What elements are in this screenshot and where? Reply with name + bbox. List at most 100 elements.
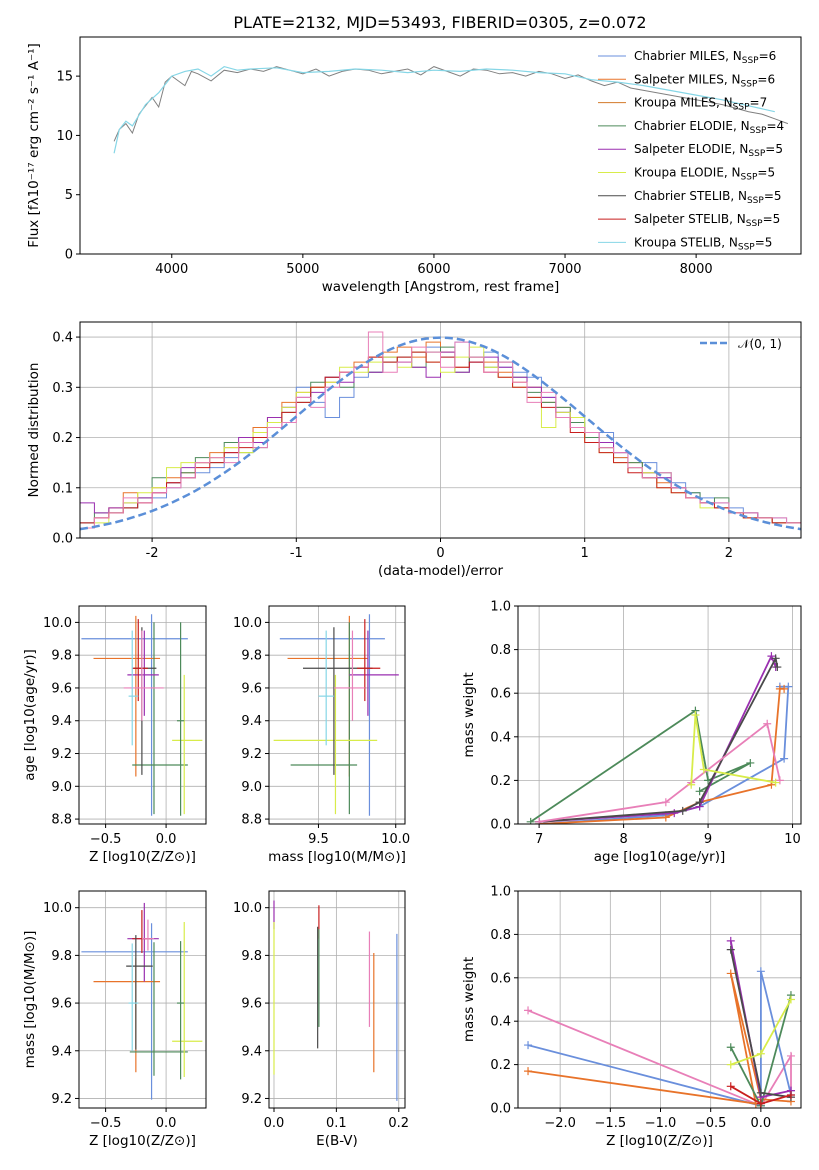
y-tick-label: 0.8	[490, 928, 511, 943]
x-tick-label: 0.0	[264, 1116, 285, 1131]
x-tick-label: 2	[725, 546, 733, 561]
y-tick-label: 10.0	[233, 616, 262, 631]
x-axis-label: Z [log10(Z/Z⊙)]	[89, 849, 196, 865]
series-Chabrier STELIB	[539, 655, 779, 823]
x-tick-label: -2	[146, 546, 159, 561]
series-pink	[538, 722, 781, 823]
y-tick-label: 0.8	[490, 643, 511, 658]
legend-sub: SSP	[748, 149, 765, 159]
y-tick-label: 0.4	[52, 331, 73, 346]
plot-area	[524, 936, 795, 1108]
x-axis-label: (data-model)/error	[378, 563, 504, 579]
x-tick-label: −1.0	[645, 1116, 677, 1131]
point-marker	[756, 1099, 765, 1108]
legend-label: Chabrier STELIB, N	[634, 189, 747, 203]
y-tick-label: 9.6	[241, 681, 262, 696]
legend-entry: Kroupa MILES, NSSP=7	[634, 96, 767, 113]
legend-label: Kroupa ELODIE, N	[634, 166, 741, 180]
panel-spectrum: 4000 5000 6000 7000 8000 0 5 10 15 wavelength [An…	[26, 36, 802, 295]
legend-label: Chabrier ELODIE, N	[634, 119, 750, 133]
x-tick-label: 5000	[286, 262, 319, 277]
legend-n: =5	[765, 142, 783, 156]
y-axis-label: age [log10(age/yr)]	[22, 649, 38, 781]
point-marker	[756, 1049, 765, 1058]
point-marker	[786, 995, 795, 1004]
legend-sub: SSP	[741, 173, 758, 183]
y-axis-label: Normed distribution	[26, 363, 42, 498]
x-tick-label: −1.5	[595, 1116, 627, 1131]
series-Kroupa ELODIE	[690, 714, 776, 785]
plot-area	[81, 614, 203, 816]
y-tick-label: 9.0	[51, 780, 72, 795]
point-marker	[524, 1041, 533, 1050]
point-marker	[756, 967, 765, 976]
y-tick-label: 9.4	[51, 1044, 72, 1059]
legend-sub: SSP	[733, 103, 750, 113]
x-tick-label: 0.1	[326, 1116, 347, 1131]
legend-entry: Salpeter STELIB, NSSP=5	[634, 212, 780, 229]
point-marker	[726, 1060, 735, 1069]
y-tick-label: 9.4	[241, 1044, 262, 1059]
x-tick-label: 0.0	[156, 1116, 177, 1131]
point-marker	[524, 1067, 533, 1076]
legend-n: =5	[755, 235, 773, 249]
plot-area	[80, 331, 801, 538]
x-tick-label: 9.5	[308, 832, 329, 847]
panel-residuals: -2 -1 0 1 2 0.0 0.1 0.2 0.3 0.4 (data-model)/error…	[26, 321, 802, 579]
legend-sub: SSP	[738, 242, 755, 252]
legend-sub: SSP	[747, 196, 764, 206]
series-Chabrier ELODIE	[530, 709, 751, 823]
y-tick-label: 10.0	[233, 901, 262, 916]
x-tick-label: 7	[535, 832, 543, 847]
point-marker	[695, 798, 704, 807]
y-tick-label: 0.0	[52, 532, 73, 547]
legend-label: Kroupa MILES, N	[634, 96, 733, 110]
series-Salpeter MILES	[527, 973, 792, 1105]
legend-n: =4	[766, 119, 784, 133]
plot-area	[273, 900, 398, 1101]
legend-n: =5	[764, 189, 782, 203]
axes-frame	[517, 605, 802, 825]
legend-label: Chabrier MILES, N	[634, 49, 742, 63]
y-tick-label: 1.0	[490, 885, 511, 900]
x-tick-label: -1	[290, 546, 303, 561]
point-marker	[786, 1090, 795, 1099]
y-tick-label: 0.6	[490, 971, 511, 986]
legend-entry: 𝒩(0, 1)	[738, 337, 782, 351]
legend-sub: SSP	[750, 126, 767, 136]
y-tick-label: 9.8	[51, 949, 72, 964]
legend-label: Kroupa STELIB, N	[634, 235, 738, 249]
point-marker	[678, 806, 687, 815]
y-tick-label: 9.2	[241, 1092, 262, 1107]
panel-weight-vs-Z: −2.0 −1.5 −1.0 −0.5 0.0 0.0 0.2 0.4 0.6 0.8 1.0 Z […	[461, 885, 802, 1149]
point-marker	[773, 663, 782, 672]
y-tick-label: 9.2	[51, 1092, 72, 1107]
y-axis-label: mass weight	[461, 957, 477, 1042]
point-marker	[726, 1043, 735, 1052]
point-marker	[691, 711, 700, 719]
legend-entry: Kroupa ELODIE, NSSP=5	[634, 166, 775, 183]
y-axis-label: mass [log10(M/M⊙)]	[22, 931, 38, 1069]
point-marker	[780, 684, 789, 693]
y-tick-label: 0.0	[490, 1102, 511, 1117]
y-tick-label: 9.4	[51, 714, 72, 729]
legend-entry: Salpeter ELODIE, NSSP=5	[634, 142, 783, 159]
y-tick-label: 0.4	[490, 730, 511, 745]
panel-mass-vs-Z: −0.5 0.0 9.2 9.4 9.6 9.8 10.0 Z [log10(Z/Z⊙)] ma…	[22, 890, 207, 1149]
plot-area	[81, 902, 203, 1100]
y-tick-label: 0	[65, 248, 73, 263]
y-tick-label: 10	[56, 129, 73, 144]
axes-frame	[79, 321, 802, 539]
x-axis-label: mass [log10(M/M⊙)]	[268, 849, 406, 865]
point-marker	[661, 798, 670, 807]
panel-mass-vs-EBV: 0.0 0.1 0.2 9.2 9.4 9.6 9.8 10.0 E(B-V)	[233, 890, 409, 1149]
point-marker	[526, 817, 535, 824]
y-tick-label: 0.1	[52, 481, 73, 496]
series-model	[113, 65, 775, 154]
x-tick-label: 8000	[680, 262, 713, 277]
legend-label: Salpeter MILES, N	[634, 72, 741, 86]
legend-entry: Chabrier STELIB, NSSP=5	[634, 189, 782, 206]
plot-area	[273, 614, 399, 816]
panel-weight-vs-age: 7 8 9 10 0.0 0.2 0.4 0.6 0.8 1.0 age [log10(age/yr…	[461, 600, 802, 865]
legend-entry: Chabrier MILES, NSSP=6	[634, 49, 776, 66]
